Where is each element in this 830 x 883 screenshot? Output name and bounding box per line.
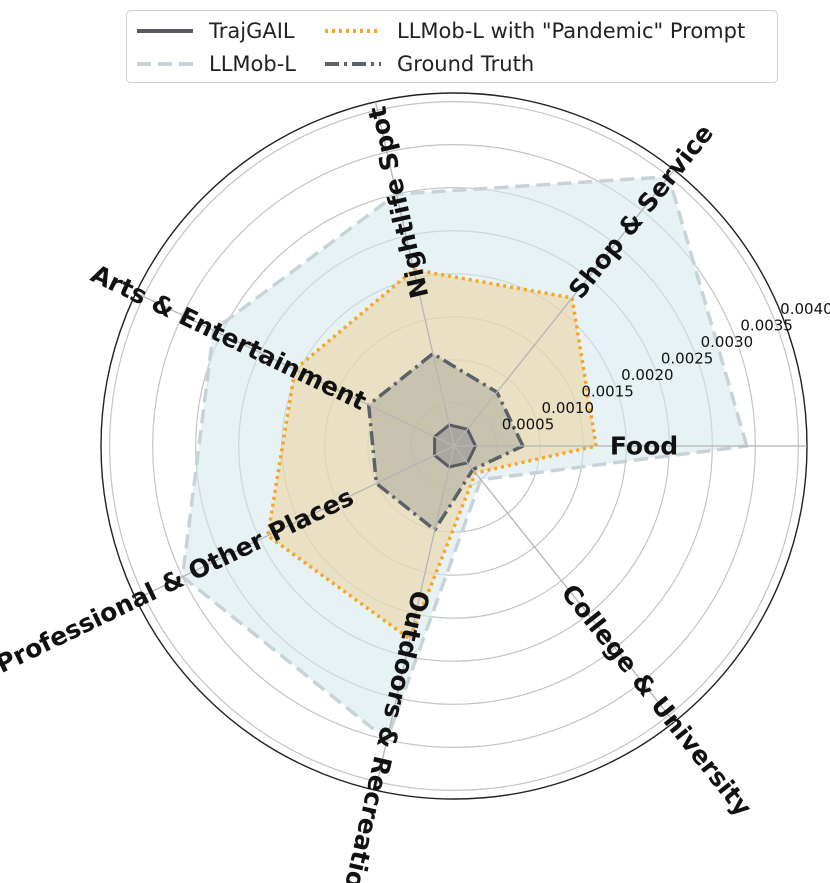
- legend: TrajGAIL LLMob-L LLMob-L with "Pandemic"…: [126, 10, 778, 83]
- legend-swatch-dashdot: [325, 62, 381, 66]
- radial-tick-labels: 0.00050.00100.00150.00200.00250.00300.00…: [502, 300, 830, 433]
- radial-tick-label: 0.0005: [502, 416, 554, 434]
- legend-label: Ground Truth: [397, 52, 535, 76]
- legend-label: TrajGAIL: [209, 19, 295, 43]
- legend-item-llmob-l-pandemic: LLMob-L with "Pandemic" Prompt: [323, 16, 745, 46]
- category-label-food: Food: [610, 432, 678, 461]
- radial-tick-label: 0.0015: [581, 383, 634, 401]
- radial-tick-label: 0.0035: [740, 317, 793, 335]
- spoke-line: [374, 101, 455, 447]
- legend-item-trajgail: TrajGAIL: [135, 16, 295, 46]
- legend-label: LLMob-L: [209, 52, 296, 76]
- legend-swatch-solid: [137, 29, 193, 33]
- spoke-line: [135, 445, 455, 600]
- legend-swatch-dashed: [137, 62, 193, 66]
- legend-item-ground-truth: Ground Truth: [323, 49, 534, 79]
- spoke-line: [453, 169, 675, 447]
- radial-tick-label: 0.0040: [780, 300, 830, 318]
- radial-tick-label: 0.0025: [661, 350, 714, 368]
- radial-tick-label: 0.0010: [542, 399, 595, 417]
- category-label-college-university: College & University: [556, 579, 758, 822]
- legend-item-llmob-l: LLMob-L: [135, 49, 296, 79]
- radial-tick-label: 0.0030: [701, 333, 754, 351]
- spoke-line: [453, 445, 675, 723]
- spoke-line: [135, 292, 455, 447]
- radial-tick-label: 0.0020: [621, 366, 674, 384]
- legend-swatch-dotted: [325, 29, 381, 33]
- spoke-line: [374, 445, 455, 791]
- legend-label: LLMob-L with "Pandemic" Prompt: [397, 19, 746, 43]
- radar-spokes: [135, 101, 807, 791]
